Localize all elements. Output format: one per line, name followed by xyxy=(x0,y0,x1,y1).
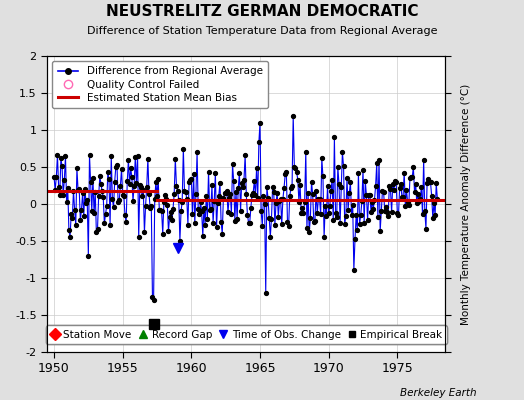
Text: NEUSTRELITZ GERMAN DEMOCRATIC: NEUSTRELITZ GERMAN DEMOCRATIC xyxy=(106,4,418,19)
Text: Berkeley Earth: Berkeley Earth xyxy=(400,388,477,398)
Y-axis label: Monthly Temperature Anomaly Difference (°C): Monthly Temperature Anomaly Difference (… xyxy=(461,83,472,325)
Legend: Station Move, Record Gap, Time of Obs. Change, Empirical Break: Station Move, Record Gap, Time of Obs. C… xyxy=(46,326,447,344)
Text: Difference of Station Temperature Data from Regional Average: Difference of Station Temperature Data f… xyxy=(87,26,437,36)
